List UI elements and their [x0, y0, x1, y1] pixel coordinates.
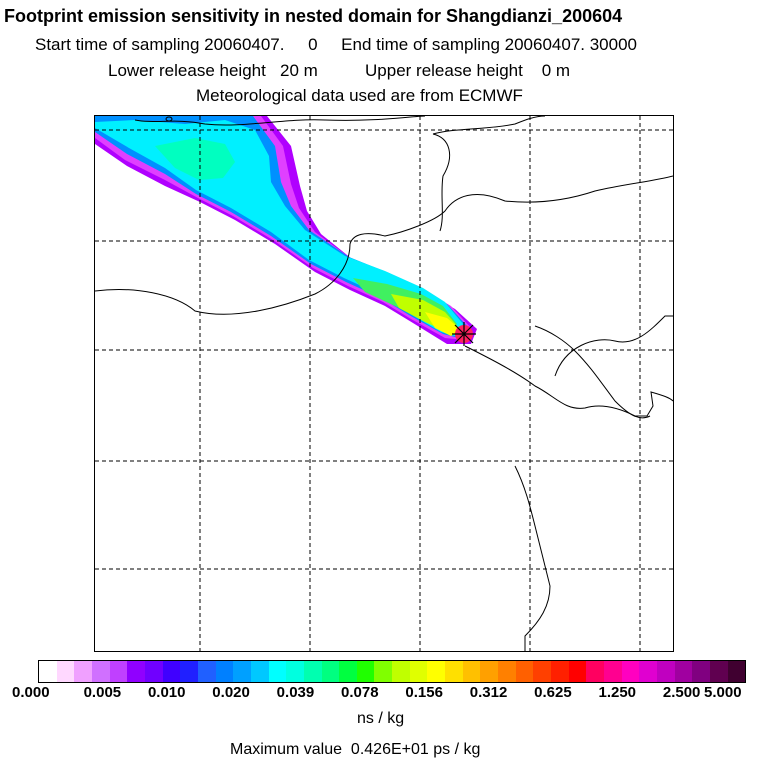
colorbar-swatch	[480, 661, 499, 682]
figure-title: Footprint emission sensitivity in nested…	[4, 6, 623, 26]
maximum-value-label: Maximum value 0.426E+01 ps / kg	[230, 741, 481, 758]
colorbar-swatch	[268, 661, 287, 682]
coastlines	[95, 116, 673, 651]
colorbar-swatch	[250, 661, 269, 682]
colorbar-tick-label: 2.500	[662, 684, 701, 701]
colorbar-swatch	[656, 661, 675, 682]
colorbar-swatch	[586, 661, 604, 682]
small-lake	[165, 116, 173, 122]
colorbar-swatch	[427, 661, 446, 682]
colorbar-tick-label: 0.010	[147, 684, 186, 701]
colorbar-swatch	[356, 661, 375, 682]
colorbar-swatch	[74, 661, 92, 682]
receptor-star-icon	[452, 322, 476, 346]
colorbar-swatch	[162, 661, 181, 682]
sampling-time-line: Start time of sampling 20060407. 0 End t…	[35, 35, 637, 54]
colorbar-swatch	[180, 661, 198, 682]
release-height-line: Lower release height 20 m Upper release …	[108, 61, 571, 80]
colorbar-swatch	[621, 661, 640, 682]
receptor-marker	[452, 322, 476, 346]
colorbar-tick-label: 1.250	[598, 684, 637, 701]
colorbar-swatch	[727, 661, 746, 682]
colorbar-swatch	[392, 661, 410, 682]
colorbar-tick-label: 0.312	[469, 684, 508, 701]
colorbar-unit-label: ns / kg	[357, 710, 405, 727]
colorbar-swatch	[709, 661, 728, 682]
colorbar-tick-label: 0.078	[341, 684, 379, 701]
colorbar-swatch	[39, 661, 57, 682]
colorbar-swatch	[233, 661, 251, 682]
colorbar-swatch	[551, 661, 569, 682]
colorbar-tick-label: 0.625	[534, 684, 572, 701]
colorbar-swatch	[215, 661, 234, 682]
colorbar-swatch	[109, 661, 128, 682]
colorbar-swatch	[127, 661, 145, 682]
colorbar-tick-labels: 0.000 0.005 0.010 0.020 0.039 0.078 0.156 0.312…	[0, 684, 768, 704]
colorbar-tick-label: 0.039	[276, 684, 315, 701]
colorbar-swatch	[498, 661, 516, 682]
colorbar-swatch	[303, 661, 322, 682]
colorbar-swatch	[91, 661, 110, 682]
colorbar-tick-label: 5.000	[704, 684, 742, 701]
colorbar-swatch	[321, 661, 340, 682]
colorbar-swatch	[56, 661, 75, 682]
colorbar-swatch	[604, 661, 622, 682]
colorbar-swatch	[568, 661, 587, 682]
colorbar-tick-label: 0.000	[12, 684, 50, 701]
plume-yellow-core	[425, 312, 461, 336]
colorbar-swatch	[445, 661, 463, 682]
colorbar-swatch	[339, 661, 357, 682]
colorbar-swatch	[144, 661, 163, 682]
colorbar-swatch	[409, 661, 428, 682]
colorbar-tick-label: 0.005	[83, 684, 122, 701]
colorbar-swatch	[197, 661, 216, 682]
map-canvas	[95, 116, 673, 651]
meteorological-data-line: Meteorological data used are from ECMWF	[196, 86, 523, 105]
lat-lon-grid	[95, 116, 673, 651]
colorbar	[38, 660, 746, 683]
colorbar-swatch	[286, 661, 304, 682]
colorbar-swatch	[374, 661, 393, 682]
colorbar-swatch	[639, 661, 657, 682]
plume-teal-core	[155, 138, 235, 180]
colorbar-swatch	[462, 661, 481, 682]
footprint-map	[94, 115, 674, 652]
colorbar-tick-label: 0.020	[212, 684, 250, 701]
colorbar-swatch	[533, 661, 552, 682]
colorbar-swatch	[692, 661, 710, 682]
colorbar-swatch	[515, 661, 534, 682]
colorbar-swatch	[674, 661, 693, 682]
colorbar-tick-label: 0.156	[405, 684, 443, 701]
